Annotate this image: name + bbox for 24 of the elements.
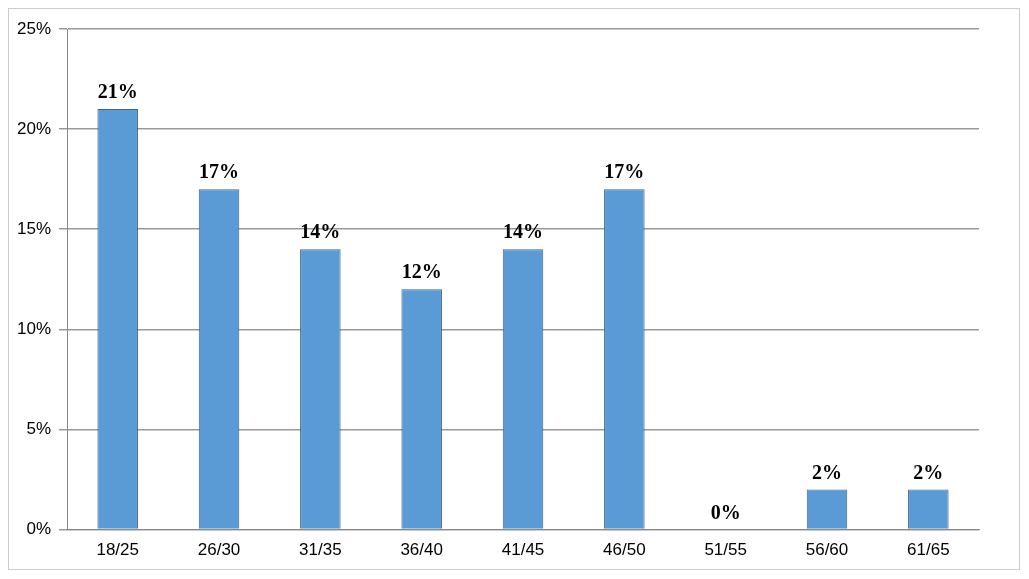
x-tick-label: 18/25 bbox=[96, 540, 139, 560]
x-tick-label: 61/65 bbox=[907, 540, 950, 560]
y-tick-label: 15% bbox=[16, 218, 52, 238]
x-tick-label: 36/40 bbox=[400, 540, 443, 560]
y-tick-label: 25% bbox=[16, 18, 52, 38]
x-tick-label: 46/50 bbox=[603, 540, 646, 560]
y-tick-label: 10% bbox=[16, 319, 52, 339]
data-label: 2% bbox=[913, 460, 944, 483]
x-tick-label: 26/30 bbox=[197, 540, 241, 560]
data-label: 14% bbox=[300, 220, 341, 243]
data-label: 2% bbox=[812, 460, 842, 483]
x-tick-label: 41/45 bbox=[501, 540, 545, 560]
x-tick-label: 51/55 bbox=[704, 540, 747, 560]
data-label: 17% bbox=[604, 160, 645, 183]
y-tick-label: 5% bbox=[26, 419, 52, 439]
data-label: 21% bbox=[97, 80, 138, 103]
data-label: 17% bbox=[199, 160, 240, 183]
data-label: 14% bbox=[503, 220, 544, 243]
y-tick-label: 0% bbox=[26, 519, 52, 539]
y-tick-label: 20% bbox=[16, 118, 52, 138]
data-label: 0% bbox=[710, 500, 741, 523]
x-tick-label: 31/35 bbox=[299, 540, 342, 560]
x-tick-label: 56/60 bbox=[805, 540, 849, 560]
data-label: 12% bbox=[401, 260, 442, 283]
